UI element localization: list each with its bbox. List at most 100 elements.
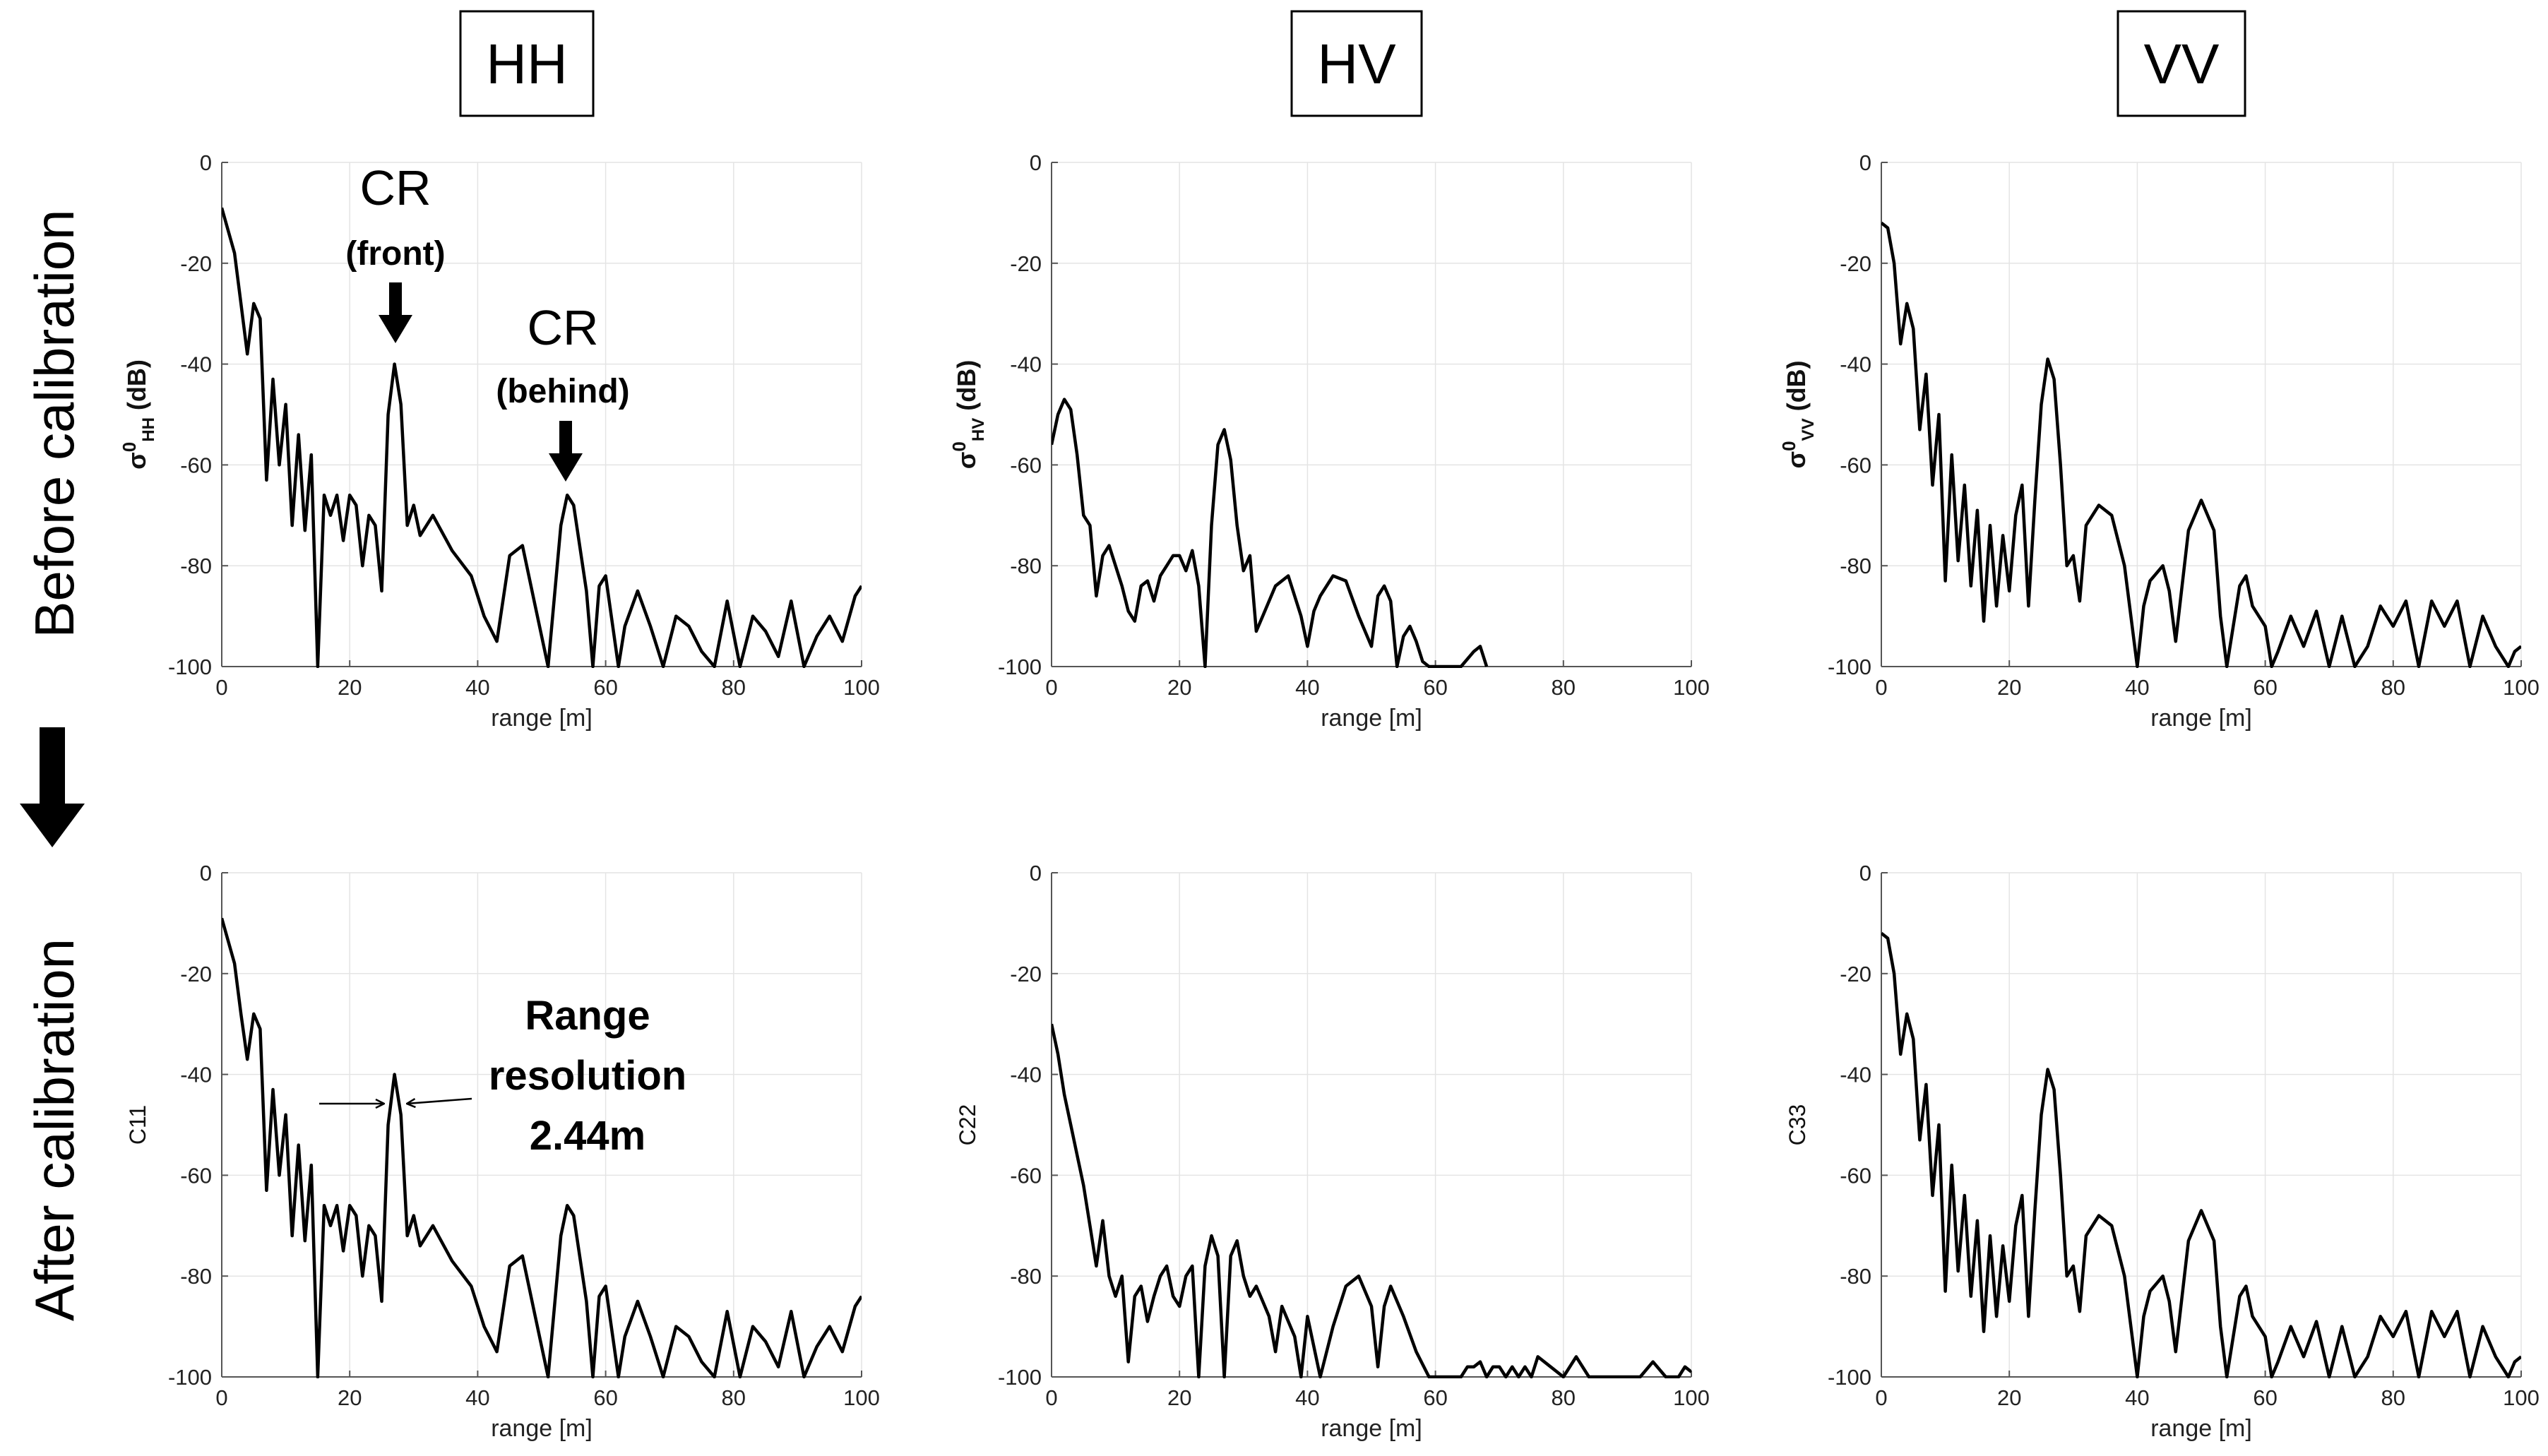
y-tick-label: 0: [1030, 150, 1042, 175]
y-tick-label: -60: [1840, 1163, 1871, 1188]
annotation-behind-label: (behind): [496, 373, 629, 410]
x-tick-label: 20: [1997, 675, 2021, 700]
y-tick-label: -80: [1010, 554, 1042, 578]
column-title-hv: HV: [1290, 10, 1423, 117]
series-line: [1052, 398, 1489, 668]
plot-area: [1881, 162, 2521, 667]
range-resolution-line3: 2.44m: [530, 1113, 645, 1159]
x-tick-label: 20: [1167, 1385, 1191, 1410]
y-axis-label-sup: 0: [119, 442, 140, 452]
x-tick-label: 80: [722, 1385, 746, 1410]
y-tick-label: -80: [180, 554, 212, 578]
x-tick-label: 40: [2125, 675, 2149, 700]
y-tick-label: -60: [180, 1163, 212, 1188]
y-tick-label: -40: [1840, 352, 1871, 377]
x-tick-label: 80: [1552, 675, 1576, 700]
x-tick-label: 20: [1167, 675, 1191, 700]
y-axis-label-main: σ: [1782, 451, 1811, 469]
row-label-before: Before calibration: [23, 209, 85, 638]
x-tick-label: 40: [465, 1385, 489, 1410]
y-tick-label: 0: [1030, 861, 1042, 885]
x-tick-label: 100: [1673, 675, 1710, 700]
y-tick-label: -100: [1828, 655, 1871, 679]
x-tick-label: 80: [722, 675, 746, 700]
resolution-right-arrow-icon: [407, 1097, 472, 1104]
y-tick-label: -40: [1840, 1063, 1871, 1087]
x-tick-label: 40: [1295, 675, 1319, 700]
y-axis-label: σ0VV (dB): [1778, 360, 1818, 468]
column-title-hh-text: HH: [486, 32, 568, 95]
x-axis-label: range [m]: [2150, 705, 2252, 732]
x-axis-label: range [m]: [491, 1415, 593, 1442]
x-axis-label: range [m]: [2150, 1415, 2252, 1442]
x-tick-label: 60: [2253, 1385, 2277, 1410]
y-tick-label: -100: [168, 655, 212, 679]
y-tick-label: 0: [200, 861, 212, 885]
annotation-cr-front-label: CR: [359, 160, 431, 215]
annotation-cr-behind: CR (behind): [496, 300, 630, 482]
y-tick-label: -100: [998, 1365, 1042, 1390]
y-tick-label: -20: [1010, 962, 1042, 986]
y-axis-label-unit: (dB): [1782, 360, 1811, 418]
y-tick-label: -80: [1840, 1264, 1871, 1289]
y-axis-label: σ0HH (dB): [119, 359, 158, 470]
y-axis-label-sub: HH: [139, 417, 158, 442]
y-tick-label: -40: [1010, 1063, 1042, 1087]
y-axis-label: σ0HV (dB): [948, 360, 988, 469]
y-axis-label-main: σ: [122, 452, 151, 470]
y-tick-label: -100: [168, 1365, 212, 1390]
panel-hh-after: 0 20 40 60 80 100 0 -20 -40 -60 -80 -100 range [m] C1…: [125, 861, 880, 1442]
annotation-front-label: (front): [345, 235, 445, 273]
x-axis-label: range [m]: [491, 705, 593, 732]
column-title-hv-text: HV: [1317, 32, 1396, 95]
y-axis-label: C11: [125, 1105, 150, 1145]
y-tick-label: -80: [180, 1264, 212, 1289]
plot-area: [222, 873, 862, 1377]
y-axis-label: C22: [955, 1104, 980, 1146]
row-label-after: After calibration: [23, 938, 85, 1321]
down-arrow-icon: [20, 727, 85, 847]
x-tick-label: 80: [2381, 675, 2405, 700]
plot-area: [1052, 873, 1691, 1377]
x-tick-label: 60: [1423, 1385, 1447, 1410]
x-tick-label: 0: [215, 675, 227, 700]
x-tick-label: 60: [2253, 675, 2277, 700]
x-tick-label: 80: [2381, 1385, 2405, 1410]
range-resolution-line1: Range: [525, 993, 650, 1039]
column-title-hh: HH: [459, 10, 595, 117]
y-tick-label: 0: [200, 150, 212, 175]
y-axis-label-unit: (dB): [122, 359, 151, 417]
x-tick-label: 0: [1045, 1385, 1057, 1410]
x-tick-label: 20: [338, 1385, 362, 1410]
y-tick-label: -80: [1010, 1264, 1042, 1289]
x-tick-label: 20: [1997, 1385, 2021, 1410]
x-tick-label: 60: [593, 1385, 617, 1410]
plot-area: [1052, 162, 1691, 667]
annotation-cr-behind-label: CR: [527, 300, 598, 355]
series-line: [222, 917, 862, 1378]
x-axis-label: range [m]: [1321, 1415, 1422, 1442]
x-tick-label: 80: [1552, 1385, 1576, 1410]
y-axis-label-sup: 0: [1778, 441, 1799, 450]
y-tick-label: -100: [998, 655, 1042, 679]
y-tick-label: 0: [1859, 861, 1871, 885]
cr-behind-arrow-icon: [549, 421, 583, 482]
y-tick-label: -80: [1840, 554, 1871, 578]
series-line: [222, 207, 862, 668]
x-tick-label: 0: [1875, 675, 1887, 700]
x-tick-label: 40: [1295, 1385, 1319, 1410]
y-tick-label: -60: [1010, 453, 1042, 477]
y-tick-label: -40: [180, 352, 212, 377]
y-axis-label: C33: [1785, 1104, 1810, 1146]
y-axis-label-unit: (dB): [952, 360, 981, 418]
annotation-cr-front: CR (front): [345, 160, 446, 343]
y-tick-label: -20: [1840, 251, 1871, 276]
x-tick-label: 100: [2503, 675, 2540, 700]
x-tick-label: 40: [465, 675, 489, 700]
x-tick-label: 40: [2125, 1385, 2149, 1410]
y-axis-label-sup: 0: [948, 441, 970, 451]
